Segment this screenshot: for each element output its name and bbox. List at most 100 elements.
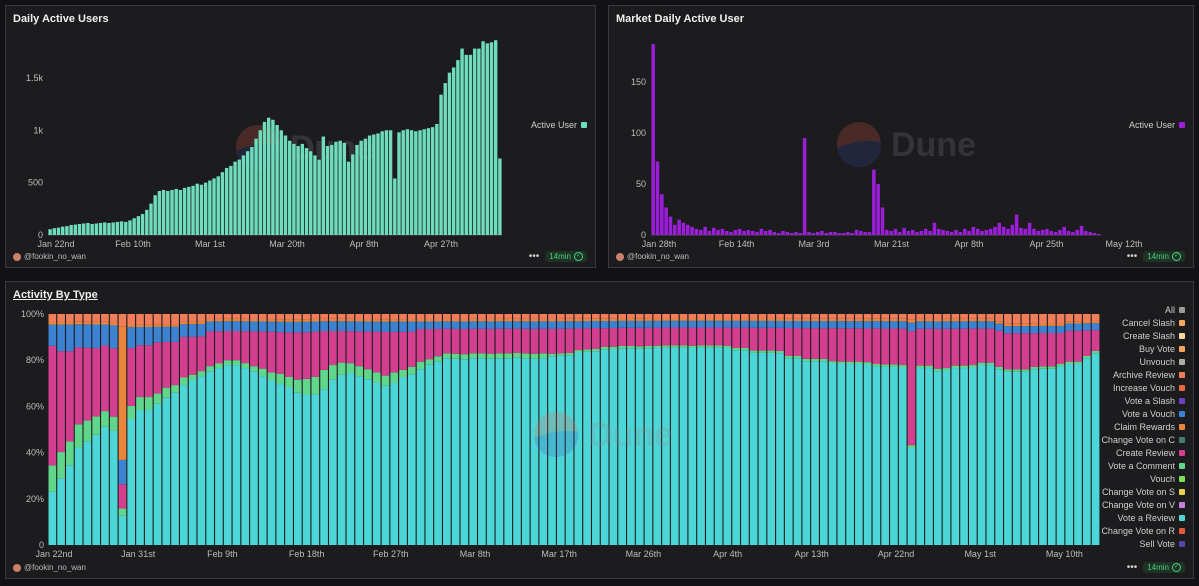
bar-segment	[592, 314, 600, 319]
legend-item[interactable]: Change Vote on R	[1101, 524, 1185, 537]
bar-segment	[215, 318, 223, 322]
bar-segment	[688, 327, 697, 346]
bar-segment	[460, 314, 469, 320]
bar-segment	[355, 321, 363, 332]
panel-footer-actions: ••• 14min ✓	[529, 251, 587, 262]
bar	[426, 128, 431, 235]
bar-segment	[635, 314, 644, 319]
bar-segment	[171, 314, 179, 325]
bar-segment	[846, 364, 854, 545]
author-link[interactable]: @fookin_no_wan	[13, 563, 86, 572]
legend-item-active-user[interactable]: Active User	[1129, 118, 1185, 131]
panel-title[interactable]: Daily Active Users	[13, 13, 109, 25]
legend-item[interactable]: Create Review	[1101, 446, 1185, 459]
bar-segment	[478, 353, 486, 359]
bar-segment	[118, 515, 127, 545]
bar-segment	[1091, 353, 1100, 545]
bar-segment	[933, 368, 942, 372]
bar	[325, 145, 330, 235]
bar	[915, 231, 919, 235]
bar-segment	[513, 357, 521, 545]
bar	[128, 220, 132, 235]
legend-item[interactable]: Archive Review	[1101, 368, 1185, 381]
refresh-badge[interactable]: 14min ✓	[1143, 251, 1185, 262]
bar-segment	[960, 365, 968, 369]
panel-title[interactable]: Activity By Type	[13, 289, 98, 301]
bar-segment	[127, 314, 136, 325]
bar-segment	[329, 379, 337, 545]
legend-item[interactable]: Sell Vote	[1101, 537, 1185, 550]
legend-item[interactable]: Claim Rewards	[1101, 420, 1185, 433]
bar-segment	[784, 356, 793, 359]
legend-item[interactable]: Unvouch	[1101, 355, 1185, 368]
legend-item[interactable]: Change Vote on S	[1101, 485, 1185, 498]
bar-segment	[1056, 323, 1065, 326]
bar-segment	[1091, 350, 1100, 354]
ellipsis-icon[interactable]: •••	[1126, 250, 1138, 262]
legend-item[interactable]: Create Slash	[1101, 329, 1185, 342]
ellipsis-icon[interactable]: •••	[1126, 561, 1138, 573]
bar-segment	[881, 321, 889, 329]
bar	[481, 41, 485, 235]
bar-segment	[565, 321, 574, 329]
bar-segment	[469, 358, 477, 545]
legend-item[interactable]: Vote a Slash	[1101, 394, 1185, 407]
refresh-badge[interactable]: 14min ✓	[545, 251, 587, 262]
bar	[216, 176, 220, 235]
legend-item[interactable]: Vouch	[1101, 472, 1185, 485]
legend-item-active-user[interactable]: Active User	[531, 118, 587, 131]
bar	[984, 229, 989, 235]
refresh-badge[interactable]: 14min ✓	[1143, 562, 1185, 573]
bar-segment	[293, 392, 302, 545]
y-tick-label: 1.5k	[26, 73, 44, 83]
bar-segment	[898, 365, 907, 368]
bar-segment	[364, 319, 372, 322]
bar-segment	[969, 321, 977, 329]
bar	[872, 169, 876, 235]
bar-segment	[407, 319, 416, 322]
author-link[interactable]: @fookin_no_wan	[13, 252, 86, 261]
x-tick-label: Mar 3rd	[798, 239, 829, 249]
bar-segment	[539, 328, 548, 354]
legend-label: Vote a Vouch	[1121, 408, 1175, 419]
bar-segment	[627, 327, 635, 347]
bar-segment	[171, 385, 179, 393]
bar-segment	[241, 318, 250, 322]
bar-segment	[881, 314, 889, 319]
bar-segment	[504, 328, 513, 354]
author-link[interactable]: @fookin_no_wan	[616, 252, 689, 261]
bar-segment	[890, 321, 898, 329]
bar-segment	[819, 328, 828, 359]
bar	[772, 231, 777, 235]
legend-item[interactable]: Increase Vouch	[1101, 381, 1185, 394]
legend-item[interactable]: Vote a Comment	[1101, 459, 1185, 472]
legend-item[interactable]: Change Vote on V	[1101, 498, 1185, 511]
bar-segment	[197, 321, 206, 324]
bar-segment	[197, 371, 206, 377]
bar-segment	[697, 345, 705, 348]
legend-item[interactable]: Vote a Review	[1101, 511, 1185, 524]
legend-item[interactable]: Change Vote on C	[1101, 433, 1185, 446]
bar-segment	[241, 368, 250, 545]
bar-segment	[530, 328, 539, 354]
bar-segment	[653, 347, 662, 545]
bar-segment	[574, 321, 583, 329]
legend-item[interactable]: Buy Vote	[1101, 342, 1185, 355]
author-name: @fookin_no_wan	[24, 252, 86, 261]
legend-item[interactable]: Cancel Slash	[1101, 316, 1185, 329]
bar-segment	[311, 321, 320, 332]
bar-segment	[513, 352, 521, 358]
bar-segment	[109, 430, 118, 545]
bar-segment	[548, 353, 556, 357]
ellipsis-icon[interactable]: •••	[528, 250, 540, 262]
panel-title[interactable]: Market Daily Active User	[616, 13, 744, 25]
bar-segment	[1047, 366, 1056, 369]
bar-segment	[644, 320, 653, 328]
chart-legend: Active User	[531, 118, 587, 131]
bar-segment	[346, 321, 355, 332]
legend-item[interactable]: Vote a Vouch	[1101, 407, 1185, 420]
legend-item[interactable]: All	[1101, 303, 1185, 316]
bar	[811, 232, 816, 235]
legend-swatch	[1179, 540, 1185, 547]
bar-segment	[793, 321, 802, 328]
